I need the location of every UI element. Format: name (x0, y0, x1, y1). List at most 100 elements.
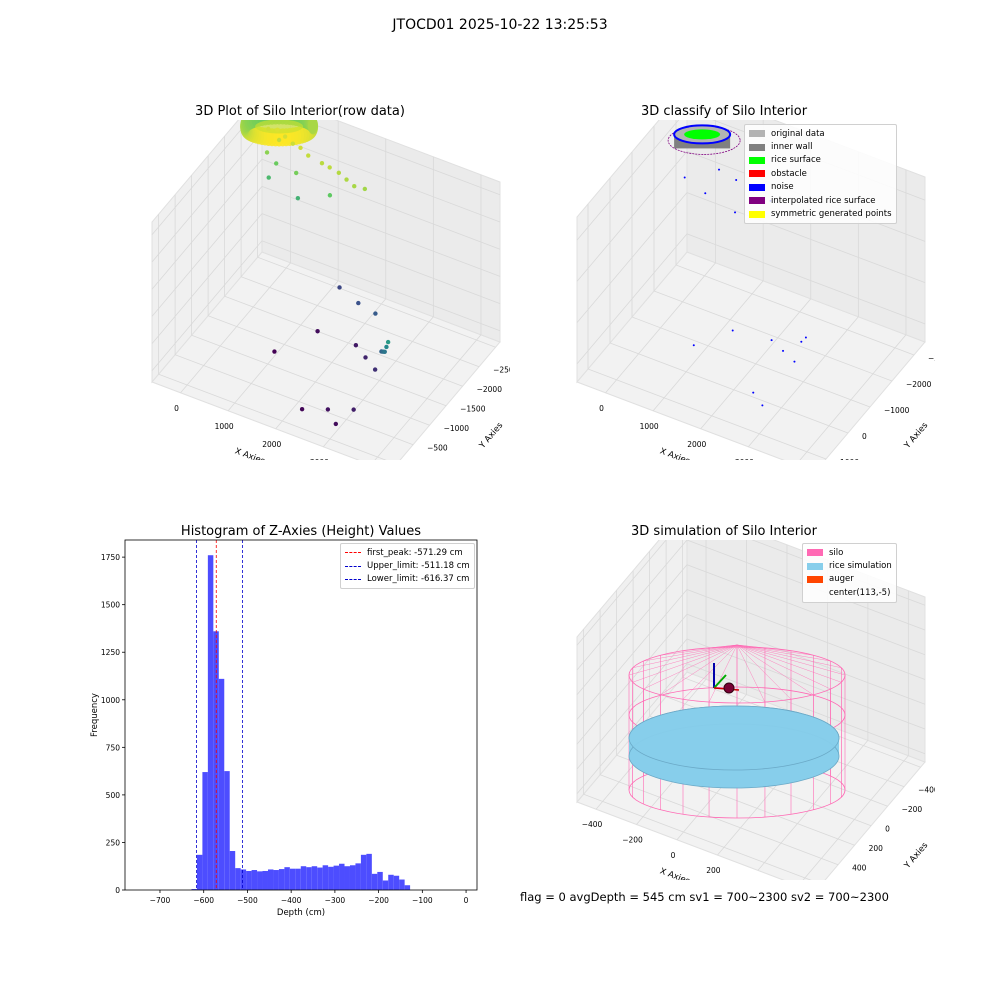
data-point (382, 349, 387, 354)
y-tick-label: −2000 (477, 385, 503, 394)
data-point (353, 343, 359, 348)
y-tick-label: −200 (902, 805, 923, 814)
legend-entry: Lower_limit: -616.37 cm (345, 573, 470, 586)
histogram-bar (399, 879, 405, 890)
histogram-bar (284, 867, 290, 890)
x-tick-label: −400 (582, 820, 603, 829)
legend-swatch (749, 170, 765, 178)
z-gridline (151, 185, 501, 317)
x-tick-label: −400 (281, 896, 302, 905)
y-gridline (653, 126, 893, 382)
classify-legend: original data inner wall rice surface obsta… (744, 124, 897, 224)
plot-frame (124, 539, 478, 891)
y-tick-label: 1000 (101, 696, 120, 705)
z-gridline (576, 192, 926, 323)
x-tick-label: 200 (706, 866, 721, 875)
legend-line-swatch (345, 565, 361, 567)
histogram-bar (218, 678, 225, 890)
z-gridline (576, 638, 926, 770)
histogram-legend: first_peak: -571.29 cm Upper_limit: -511.… (340, 543, 475, 590)
data-point (274, 161, 279, 166)
silo-roof-wire (660, 644, 738, 695)
legend-entry: obstacle (749, 167, 892, 180)
y-tick-label: −3000 (928, 354, 935, 363)
histogram-bar (306, 867, 312, 890)
data-point (290, 141, 296, 146)
status-readout: flag = 0 avgDepth = 545 cm sv1 = 700~230… (520, 890, 889, 904)
data-point (319, 161, 325, 166)
silo-roof-wire (736, 644, 766, 703)
histogram-bar (207, 555, 214, 890)
raw-data-3d-scatter: 01000200030004000X Axies500−500−1000−150… (151, 120, 510, 460)
y-tick-label: 1500 (101, 601, 120, 610)
x-tick-label: 3000 (735, 458, 754, 460)
x-tick-label: 0 (464, 896, 469, 905)
histogram-bar (360, 854, 367, 890)
auger-axis-y (713, 674, 727, 689)
panel2-title: 3D classify of Silo Interior (640, 104, 808, 119)
data-point (315, 329, 320, 334)
x-tick-label: −700 (150, 896, 171, 905)
histogram-bar (262, 870, 268, 890)
silo-roof-wire (736, 644, 792, 700)
data-point (327, 165, 332, 170)
legend-entry: original data (749, 127, 892, 140)
y-gridline (174, 194, 414, 446)
data-point (372, 367, 378, 372)
silo-roof-wire (708, 644, 738, 703)
y-axis-label: Y Axies (902, 420, 931, 451)
x-axis-label: X Axies (658, 866, 691, 880)
legend-entry: interpolated rice surface (749, 194, 892, 207)
figure-title: JTOCD01 2025-10-22 13:25:53 (392, 17, 608, 33)
x-tick-label: 2000 (262, 440, 281, 449)
legend-label: auger (829, 574, 854, 585)
y-gridline (609, 178, 849, 434)
noise-point (735, 179, 738, 182)
auger-marker (723, 682, 735, 694)
data-point (298, 145, 303, 151)
data-points (240, 120, 391, 427)
data-point (385, 339, 391, 345)
depth-histogram: −700 −600 −500 −400 −300 −200 −100 0 0 250 500 750 1… (90, 539, 478, 918)
histogram-bar (393, 875, 400, 890)
panel3-title: Histogram of Z-Axies (Height) Values (180, 524, 422, 539)
histogram-bar (328, 866, 334, 890)
histogram-bar (278, 869, 285, 890)
y-tick-label: −500 (427, 444, 448, 453)
histogram-bar (404, 885, 411, 890)
data-point (266, 126, 271, 132)
legend-swatch (749, 183, 765, 191)
histogram-bar (273, 870, 279, 890)
legend-entry: silo (807, 546, 892, 559)
x-gridline (605, 120, 716, 394)
rice-top (628, 705, 840, 771)
histogram-bar (224, 771, 230, 890)
x-tick-label: 0 (671, 851, 676, 860)
legend-swatch (807, 562, 823, 570)
noise-point (718, 168, 721, 171)
y-tick-label: 1000 (840, 458, 859, 460)
noise-point (734, 211, 737, 214)
legend-label: symmetric generated points (771, 209, 892, 220)
legend-entry: noise (749, 181, 892, 194)
x-tick-label: 1000 (215, 422, 234, 431)
legend-label: silo (829, 547, 844, 558)
legend-swatch (807, 589, 823, 596)
legend-label: original data (771, 128, 825, 139)
z-gridline (151, 158, 501, 290)
data-point (333, 421, 339, 427)
silo-roof-wire (643, 644, 738, 662)
histogram-bar (349, 865, 356, 890)
histogram-bar (344, 866, 350, 890)
legend-swatch (807, 575, 823, 583)
legend-label: first_peak: -571.29 cm (367, 547, 463, 558)
y-tick-label: −2000 (906, 380, 932, 389)
data-point (299, 406, 305, 412)
x-gridline (323, 156, 434, 448)
data-point (272, 349, 277, 354)
silo-roof-wire (632, 644, 738, 683)
histogram-bar (229, 851, 236, 890)
noise-point (800, 340, 803, 343)
x-gridline (374, 174, 482, 460)
histogram-bar (240, 869, 247, 890)
